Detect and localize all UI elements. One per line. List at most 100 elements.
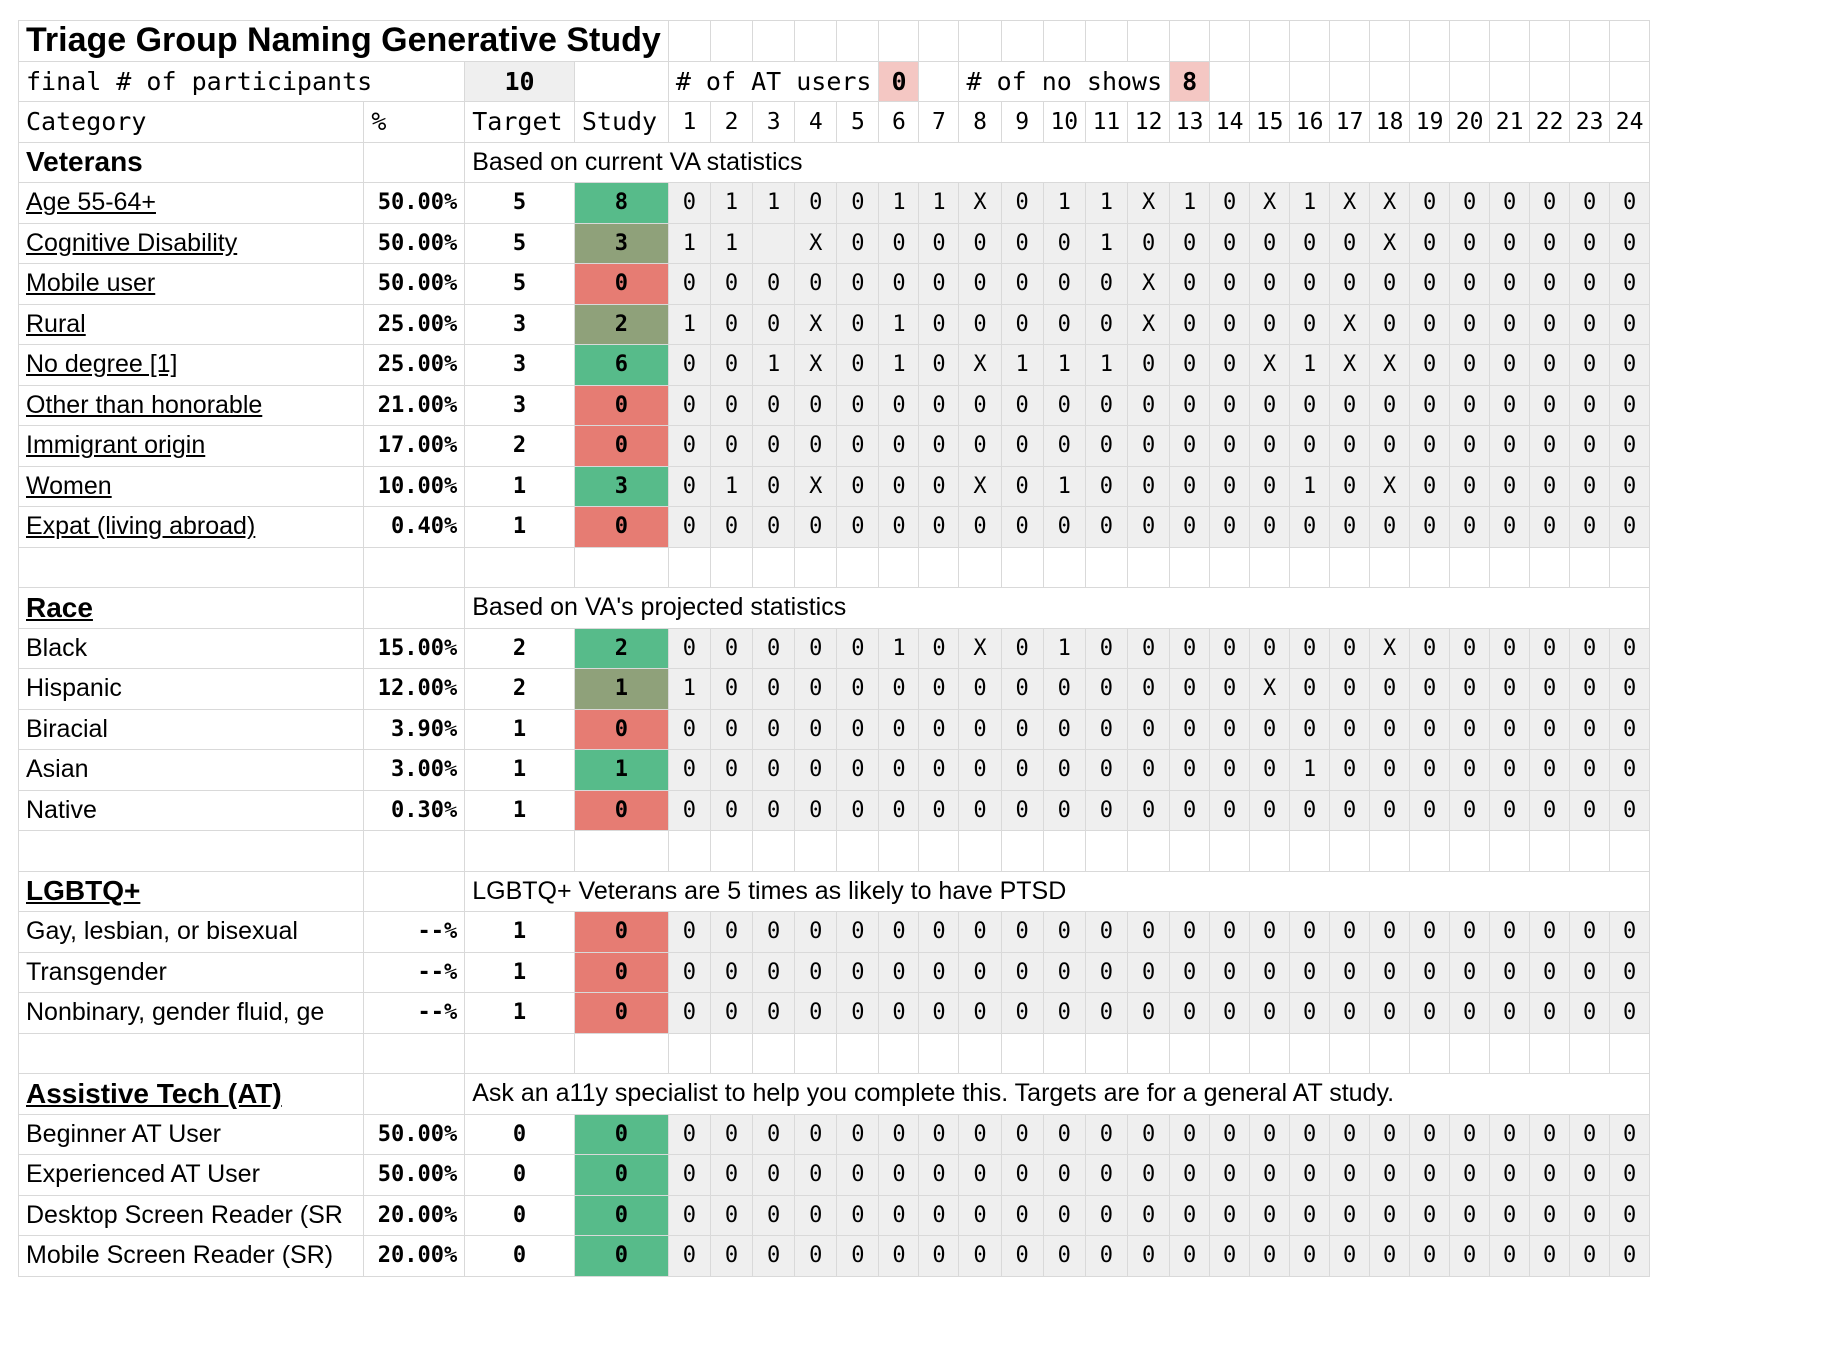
cell[interactable] — [1529, 60, 1571, 102]
participant-header-19[interactable]: 19 — [1409, 101, 1451, 143]
participant-cell[interactable]: 0 — [1084, 708, 1128, 750]
category-label[interactable]: Beginner AT User — [17, 1113, 365, 1155]
cell[interactable] — [573, 1032, 669, 1074]
category-header[interactable]: Category — [17, 101, 365, 143]
participant-cell[interactable]: 0 — [752, 1194, 796, 1236]
participant-cell[interactable]: 0 — [1209, 992, 1251, 1034]
cell[interactable] — [958, 20, 1002, 62]
participant-cell[interactable]: 0 — [1609, 303, 1651, 345]
category-label[interactable]: Biracial — [17, 708, 365, 750]
participant-cell[interactable]: 0 — [1126, 465, 1171, 507]
participant-cell[interactable]: 0 — [709, 708, 754, 750]
participant-cell[interactable]: X — [1249, 344, 1291, 386]
cell[interactable] — [878, 1032, 920, 1074]
cell[interactable] — [1126, 20, 1171, 62]
cell[interactable] — [1489, 546, 1531, 588]
no-shows-label[interactable]: # of no shows — [958, 60, 1171, 102]
participant-cell[interactable]: 0 — [918, 749, 960, 791]
participant-cell[interactable]: 0 — [918, 789, 960, 831]
participant-cell[interactable]: 0 — [1529, 222, 1571, 264]
participant-cell[interactable]: 0 — [918, 627, 960, 669]
participant-cell[interactable]: 0 — [794, 1113, 838, 1155]
participant-header-2[interactable]: 2 — [709, 101, 754, 143]
participant-cell[interactable]: 0 — [794, 911, 838, 953]
category-label[interactable]: Other than honorable — [17, 384, 365, 426]
study-count-olive[interactable]: 1 — [573, 668, 669, 710]
participant-cell[interactable]: 0 — [1169, 749, 1211, 791]
category-label[interactable]: Women — [17, 465, 365, 507]
participant-cell[interactable]: 0 — [1249, 1154, 1291, 1196]
participant-cell[interactable]: 0 — [1609, 1194, 1651, 1236]
participant-cell[interactable]: 0 — [1042, 1154, 1086, 1196]
participant-header-21[interactable]: 21 — [1489, 101, 1531, 143]
participant-cell[interactable]: 0 — [1529, 1154, 1571, 1196]
participant-cell[interactable]: 0 — [1409, 344, 1451, 386]
participant-cell[interactable]: 0 — [1209, 222, 1251, 264]
participant-cell[interactable]: 0 — [1329, 1235, 1371, 1277]
category-label[interactable]: Gay, lesbian, or bisexual — [17, 911, 365, 953]
participant-cell[interactable]: 0 — [1084, 1235, 1128, 1277]
cell[interactable] — [667, 830, 711, 872]
participant-cell[interactable]: 0 — [1569, 182, 1611, 224]
participant-cell[interactable]: 0 — [1529, 1113, 1571, 1155]
participant-cell[interactable]: 0 — [1609, 627, 1651, 669]
participant-cell[interactable]: 0 — [1169, 708, 1211, 750]
target-value[interactable]: 1 — [464, 749, 575, 791]
cell[interactable] — [1249, 1032, 1291, 1074]
participant-cell[interactable]: 0 — [1000, 627, 1044, 669]
participant-cell[interactable]: 0 — [1489, 344, 1531, 386]
participant-cell[interactable]: 0 — [709, 668, 754, 710]
participant-cell[interactable]: 0 — [1209, 303, 1251, 345]
participant-cell[interactable]: 0 — [794, 951, 838, 993]
participant-cell[interactable]: 1 — [1084, 344, 1128, 386]
participant-cell[interactable]: 0 — [1369, 1194, 1411, 1236]
study-count-red[interactable]: 0 — [573, 384, 669, 426]
participant-cell[interactable]: 0 — [1289, 668, 1331, 710]
participant-cell[interactable]: 0 — [1000, 789, 1044, 831]
participant-cell[interactable]: 0 — [1449, 182, 1491, 224]
participant-cell[interactable]: 0 — [958, 425, 1002, 467]
participant-cell[interactable]: 0 — [667, 344, 711, 386]
participant-cell[interactable]: X — [1126, 303, 1171, 345]
participant-cell[interactable]: 0 — [958, 668, 1002, 710]
cell[interactable] — [1569, 546, 1611, 588]
participant-cell[interactable]: 0 — [1609, 222, 1651, 264]
section-title[interactable]: Assistive Tech (AT) — [17, 1073, 365, 1115]
participant-cell[interactable]: 0 — [1569, 303, 1611, 345]
participant-cell[interactable]: 0 — [958, 222, 1002, 264]
participant-cell[interactable]: 0 — [1529, 182, 1571, 224]
participant-header-1[interactable]: 1 — [667, 101, 711, 143]
cell[interactable] — [1409, 60, 1451, 102]
participant-cell[interactable]: 0 — [1000, 384, 1044, 426]
participant-cell[interactable]: 0 — [1409, 1154, 1451, 1196]
cell[interactable] — [1529, 20, 1571, 62]
percent-value[interactable]: 3.90% — [363, 708, 466, 750]
section-note[interactable]: Based on current VA statistics — [464, 141, 1651, 183]
study-count-red[interactable]: 0 — [573, 789, 669, 831]
participant-cell[interactable]: 0 — [1329, 384, 1371, 426]
participant-cell[interactable]: 0 — [918, 384, 960, 426]
participant-cell[interactable]: 0 — [1209, 465, 1251, 507]
participant-cell[interactable]: 0 — [1329, 749, 1371, 791]
participant-cell[interactable]: 0 — [1409, 911, 1451, 953]
participant-cell[interactable]: 0 — [1329, 1194, 1371, 1236]
participant-cell[interactable]: 0 — [1169, 303, 1211, 345]
target-value[interactable]: 1 — [464, 465, 575, 507]
participant-cell[interactable]: 0 — [1042, 789, 1086, 831]
participant-cell[interactable]: 0 — [1569, 789, 1611, 831]
participant-cell[interactable]: 0 — [667, 627, 711, 669]
participant-cell[interactable]: X — [1329, 344, 1371, 386]
participant-cell[interactable]: 0 — [958, 384, 1002, 426]
participant-cell[interactable]: 0 — [1249, 263, 1291, 305]
percent-value[interactable]: 50.00% — [363, 182, 466, 224]
participant-cell[interactable]: 0 — [1000, 911, 1044, 953]
participant-cell[interactable]: 0 — [1209, 1113, 1251, 1155]
participant-cell[interactable]: 0 — [1569, 992, 1611, 1034]
participant-cell[interactable]: 0 — [1609, 506, 1651, 548]
participant-cell[interactable]: 0 — [878, 1154, 920, 1196]
participant-cell[interactable]: 0 — [1084, 749, 1128, 791]
participant-cell[interactable]: 0 — [1529, 951, 1571, 993]
participant-cell[interactable]: 0 — [1329, 951, 1371, 993]
participant-cell[interactable]: 0 — [1369, 749, 1411, 791]
target-value[interactable]: 1 — [464, 951, 575, 993]
